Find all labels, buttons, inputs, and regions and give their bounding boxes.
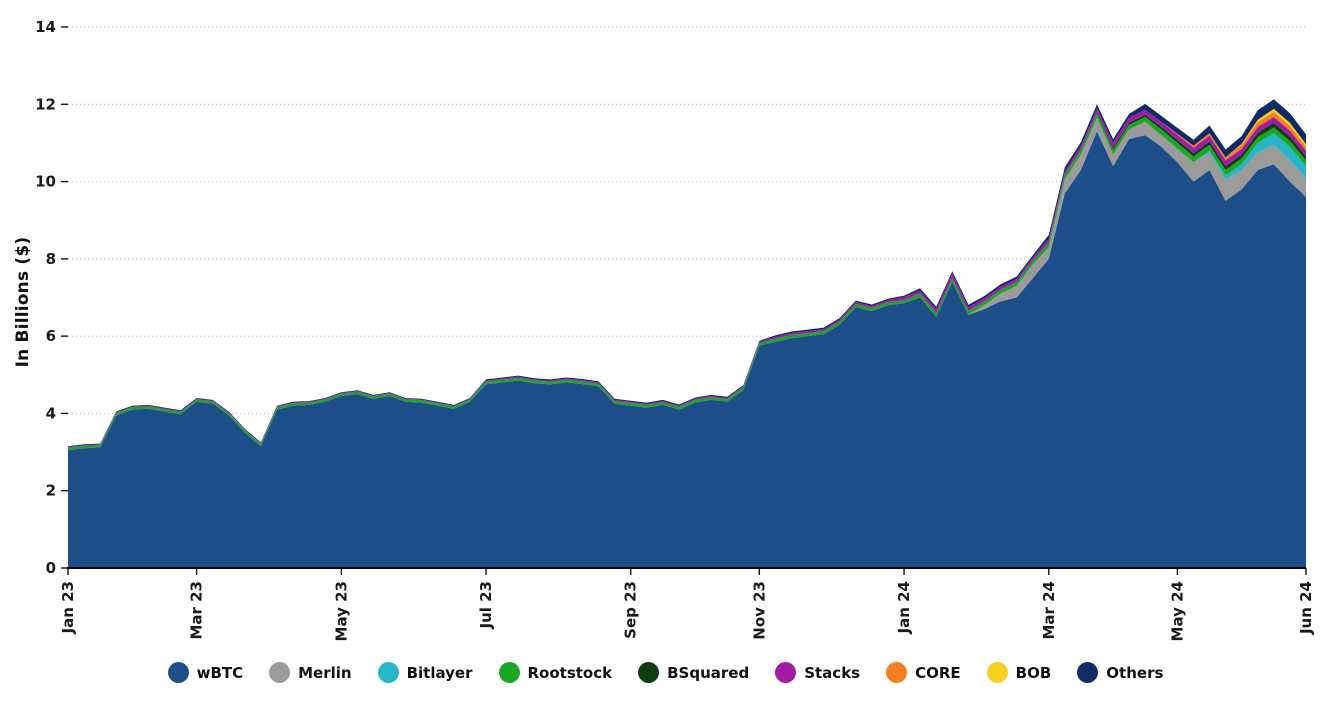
legend-swatch-core: [886, 662, 908, 683]
legend-swatch-rootstock: [498, 662, 520, 683]
legend-swatch-merlin: [269, 662, 291, 683]
legend-label-merlin: Merlin: [298, 663, 352, 682]
legend-swatch-stacks: [775, 662, 797, 683]
legend-item-stacks[interactable]: Stacks: [775, 662, 860, 683]
x-tick-label: May 24: [1168, 581, 1186, 641]
legend-swatch-bitlayer: [377, 662, 399, 683]
x-tick-label: Jul 23: [477, 581, 495, 630]
x-tick-label: Jun 24: [1297, 581, 1315, 635]
y-tick-label: 0: [46, 559, 56, 577]
area-wbtc: [68, 131, 1306, 569]
y-tick-label: 10: [35, 173, 56, 191]
legend-swatch-others: [1077, 662, 1099, 683]
legend-item-bob[interactable]: BOB: [986, 662, 1052, 683]
x-tick-label: Jan 23: [59, 581, 77, 634]
legend-label-rootstock: Rootstock: [527, 663, 613, 682]
y-tick-label: 14: [35, 18, 56, 36]
legend-item-wbtc[interactable]: wBTC: [167, 662, 244, 683]
legend-label-bob: BOB: [1015, 663, 1052, 682]
legend-item-merlin[interactable]: Merlin: [269, 662, 352, 683]
y-tick-label: 12: [35, 95, 56, 113]
y-tick-label: 6: [46, 327, 56, 345]
y-tick-label: 2: [46, 482, 56, 500]
legend-swatch-wbtc: [167, 662, 189, 683]
area-bsquared: [68, 112, 1306, 448]
legend-item-bitlayer[interactable]: Bitlayer: [377, 662, 473, 683]
legend-label-core: CORE: [915, 663, 961, 682]
legend-label-bitlayer: Bitlayer: [406, 663, 473, 682]
x-tick-label: May 23: [332, 581, 350, 641]
legend-item-bsquared[interactable]: BSquared: [638, 662, 749, 683]
chart-legend: wBTC Merlin Bitlayer Rootstock BSquared Stack…: [0, 662, 1331, 683]
x-tick-label: Sep 23: [622, 581, 640, 639]
x-tick-label: Mar 23: [188, 581, 206, 640]
legend-label-wbtc: wBTC: [196, 663, 244, 682]
legend-item-core[interactable]: CORE: [886, 662, 961, 683]
y-tick-label: 8: [46, 250, 56, 268]
chart-plot-area[interactable]: 0 2 4 6 8 10 12 14 Jan 23 Mar 23 May 23 Jul 23 Sep 2…: [0, 0, 1331, 648]
legend-label-bsquared: BSquared: [667, 663, 750, 682]
x-tick-label: Mar 24: [1040, 581, 1058, 640]
area-stacks: [68, 108, 1306, 448]
x-tick-label: Jan 24: [895, 581, 913, 634]
area-others: [68, 99, 1306, 448]
y-tick-label: 4: [46, 404, 56, 422]
legend-label-others: Others: [1106, 663, 1164, 682]
legend-swatch-bsquared: [638, 662, 660, 683]
legend-swatch-bob: [986, 662, 1008, 683]
x-tick-label: Nov 23: [750, 581, 768, 640]
legend-label-stacks: Stacks: [804, 663, 861, 682]
legend-item-rootstock[interactable]: Rootstock: [498, 662, 613, 683]
legend-item-others[interactable]: Others: [1077, 662, 1163, 683]
